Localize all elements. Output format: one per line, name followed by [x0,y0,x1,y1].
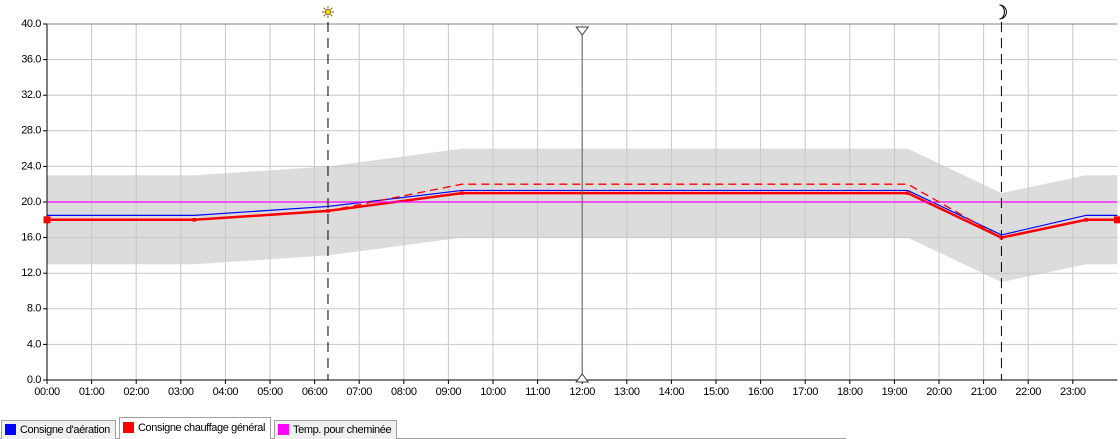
legend-label: Temp. pour cheminée [293,424,392,436]
sun-ray [330,14,333,17]
point-marker [326,209,330,213]
cursor-handle [575,373,590,383]
chart: 0.0 4.0 8.0 12.0 16.0 20.0 24.0 28.0 32.0 36.0 40.… [21,4,1120,398]
x-tick-label: 08:00 [391,386,417,398]
legend-swatch [278,424,289,435]
y-tick-label: 40.0 [21,18,41,30]
y-tick-label: 4.0 [27,338,41,350]
legend-label: Consigne chauffage général [138,422,266,434]
x-tick-label: 13:00 [614,386,640,398]
x-tick-label: 23:00 [1060,386,1086,398]
legend: Consigne d'aération Consigne chauffage gé… [0,416,846,439]
moon-icon [999,4,1007,20]
series-line [47,191,1118,239]
dashed-line [327,183,1002,239]
y-tick-label: 28.0 [21,125,41,137]
x-tick-label: 11:00 [525,386,550,398]
legend-tab[interactable]: Consigne chauffage général [119,417,272,439]
x-tick-label: 07:00 [346,386,372,398]
x-tick-label: 02:00 [123,386,149,398]
x-tick-label: 10:00 [480,386,506,398]
sun-ray [323,14,326,17]
sun-icon [324,9,331,15]
series-line [47,189,1118,236]
x-tick-label: 18:00 [837,386,863,398]
y-tick-label: 0.0 [27,374,41,386]
x-tick-label: 04:00 [213,386,239,398]
y-tick-label: 36.0 [21,54,41,66]
point-marker [905,191,910,195]
x-tick-label: 21:00 [971,386,997,398]
x-tick-label: 12:00 [569,386,595,398]
cursor-handle [575,26,590,36]
y-tick-label: 24.0 [21,160,41,172]
legend-tab[interactable]: Temp. pour cheminée [274,420,398,439]
x-tick-label: 06:00 [302,386,328,398]
point-marker [1084,218,1088,222]
x-tick-label: 05:00 [257,386,283,398]
point-marker [1113,216,1120,224]
y-tick-label: 12.0 [21,267,41,279]
x-tick-label: 14:00 [659,386,685,398]
point-marker [459,191,464,195]
x-tick-label: 00:00 [34,386,60,398]
legend-label: Consigne d'aération [20,424,110,436]
x-tick-label: 22:00 [1015,386,1041,398]
y-tick-label: 8.0 [27,303,41,315]
x-tick-label: 16:00 [748,386,774,398]
sun-ray [330,7,333,10]
sun-ray [323,7,326,10]
x-tick-label: 19:00 [882,386,908,398]
legend-tab[interactable]: Consigne d'aération [1,420,116,439]
y-tick-label: 16.0 [21,232,41,244]
x-tick-label: 17:00 [792,386,818,398]
x-tick-label: 20:00 [926,386,952,398]
point-marker [192,218,196,222]
x-tick-label: 01:00 [79,386,105,398]
x-tick-label: 03:00 [168,386,194,398]
y-tick-label: 32.0 [21,89,41,101]
point-marker [43,216,51,224]
legend-swatch [5,424,16,435]
y-tick-label: 20.0 [21,196,41,208]
x-tick-label: 09:00 [436,386,462,398]
legend-swatch [123,422,134,433]
x-tick-label: 15:00 [703,386,729,398]
